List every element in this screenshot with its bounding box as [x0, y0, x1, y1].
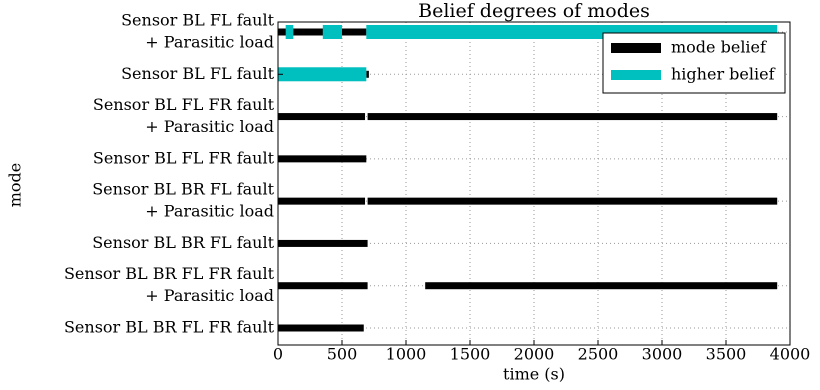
legend-label: higher belief: [671, 65, 776, 84]
segment: [278, 155, 367, 163]
y-tick-label: + Parasitic load: [145, 286, 274, 305]
y-tick-label: Sensor BL BR FL fault: [92, 180, 274, 199]
legend-label: mode belief: [671, 38, 767, 57]
y-tick-label: Sensor BL BR FL FR fault: [64, 318, 275, 337]
x-tick-label: 4000: [770, 345, 811, 364]
segment: [285, 25, 294, 39]
segment: [322, 25, 342, 39]
legend-swatch: [611, 70, 661, 80]
plot-frame: [277, 21, 791, 346]
x-tick-label: 3000: [642, 345, 683, 364]
segment: [278, 239, 368, 247]
x-tick-label: 0: [273, 345, 283, 364]
x-axis-label: time (s): [503, 365, 565, 384]
segment: [425, 282, 778, 290]
y-tick-label: Sensor BL BR FL fault: [92, 233, 274, 252]
y-tick-label: + Parasitic load: [145, 202, 274, 221]
y-tick-label: Sensor BL FL FR fault: [93, 95, 275, 114]
legend-swatch: [611, 43, 661, 53]
segment: [278, 67, 367, 82]
y-tick-label: Sensor BL FL fault: [121, 64, 274, 83]
segment: [278, 28, 367, 36]
chart-title: Belief degrees of modes: [418, 0, 650, 22]
segment: [278, 197, 366, 205]
x-tick-label: 3500: [706, 345, 747, 364]
segment: [366, 70, 369, 78]
segment: [278, 324, 364, 332]
segment: [278, 113, 366, 121]
y-tick-label: Sensor BL BR FL FR fault: [64, 264, 275, 283]
segment: [278, 282, 368, 290]
y-tick-label: + Parasitic load: [145, 117, 274, 136]
x-tick-label: 2000: [514, 345, 555, 364]
segment: [367, 197, 778, 205]
segment: [367, 113, 778, 121]
y-tick-label: + Parasitic load: [145, 33, 274, 52]
y-axis-label: mode: [6, 163, 25, 208]
x-tick-label: 500: [327, 345, 358, 364]
x-tick-label: 1000: [386, 345, 427, 364]
x-tick-label: 1500: [450, 345, 491, 364]
y-tick-label: Sensor BL FL fault: [121, 11, 274, 30]
x-tick-label: 2500: [578, 345, 619, 364]
y-tick-label: Sensor BL FL FR fault: [93, 148, 275, 167]
